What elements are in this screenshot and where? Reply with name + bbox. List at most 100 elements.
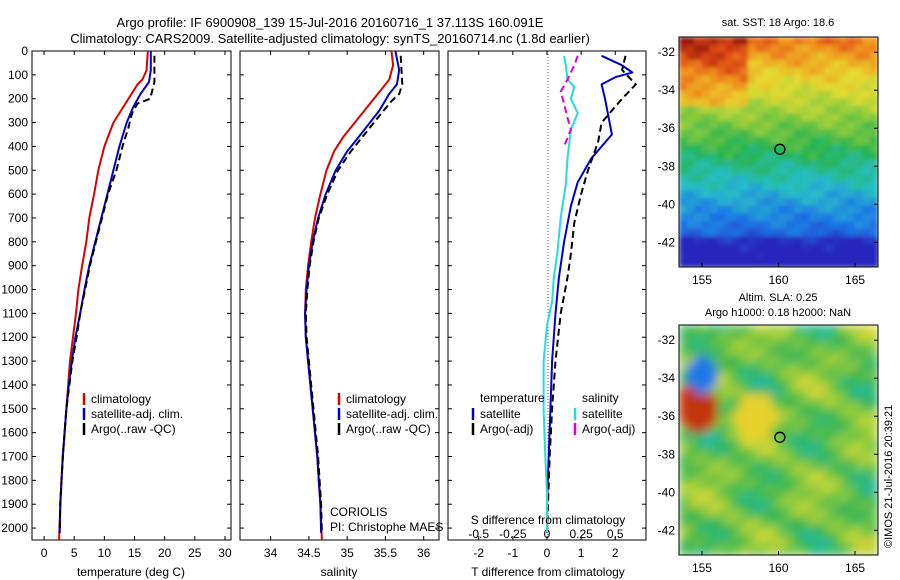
- map-cell: [809, 182, 818, 191]
- map-cell: [732, 340, 741, 349]
- map-cell: [801, 539, 810, 548]
- map-cell: [855, 432, 864, 441]
- map-cell: [747, 213, 757, 222]
- map-cell: [747, 424, 757, 433]
- y-tick-label: 400: [8, 139, 28, 153]
- map-cell: [824, 470, 833, 479]
- map-cell: [855, 463, 864, 472]
- map-cell: [778, 136, 787, 145]
- difference-panel: -2 -1 0 1 2 -0.5 -0.25 0 0.25 0.5 S difference f…: [447, 50, 647, 579]
- map-cell: [740, 378, 749, 387]
- map-cell: [747, 432, 757, 441]
- map-cell: [740, 409, 749, 418]
- map-cell: [786, 394, 795, 403]
- map-cell: [686, 190, 695, 199]
- lon-tick-label: 160: [768, 561, 788, 575]
- map-cell: [824, 75, 833, 84]
- map-cell: [702, 259, 711, 267]
- map-cell: [702, 90, 711, 99]
- map-cell: [824, 244, 833, 253]
- map-cell: [778, 539, 787, 548]
- map-cell: [679, 532, 688, 541]
- map-cell: [724, 159, 734, 168]
- lon-tick-label: 155: [692, 561, 712, 575]
- map-cell: [824, 378, 833, 387]
- map-cell: [824, 539, 833, 548]
- map-cell: [747, 509, 757, 518]
- map-cell: [870, 259, 878, 267]
- map-cell: [732, 516, 741, 525]
- map-cell: [786, 244, 795, 253]
- map-cell: [839, 409, 848, 418]
- salinity-xlabel: salinity: [321, 565, 358, 579]
- map-cell: [824, 167, 833, 176]
- map-cell: [732, 228, 741, 237]
- map-cell: [747, 152, 757, 161]
- map-cell: [717, 386, 726, 395]
- map-cell: [786, 205, 795, 214]
- map-cell: [770, 213, 780, 222]
- map-cell: [686, 60, 695, 69]
- difference-axes-frame: [447, 50, 647, 541]
- map-cell: [724, 440, 734, 449]
- map-cell: [855, 159, 864, 168]
- map-cell: [694, 509, 703, 518]
- map-cell: [832, 355, 841, 364]
- map-cell: [839, 228, 848, 237]
- map-cell: [793, 432, 803, 441]
- map-cell: [724, 539, 734, 548]
- map-cell: [732, 60, 741, 69]
- legend-label-s-argo: Argo(-adj): [582, 422, 635, 436]
- map-cell: [709, 60, 718, 69]
- map-cell: [832, 532, 841, 541]
- map-cell: [686, 478, 695, 487]
- map-cell: [801, 136, 810, 145]
- map-cell: [770, 60, 780, 69]
- series-line-argo-raw-qc: [58, 55, 156, 533]
- map-cell: [832, 509, 841, 518]
- map-cell: [847, 378, 856, 387]
- s-difference-label: S difference from climatology: [471, 513, 626, 527]
- map-cell: [702, 447, 711, 456]
- map-cell: [793, 259, 803, 267]
- map-cell: [824, 371, 833, 380]
- sla-map-title-line1: Altim. SLA: 0.25: [739, 292, 818, 304]
- y-tick-label: 800: [8, 235, 28, 249]
- map-cell: [870, 152, 878, 161]
- map-cell: [778, 182, 787, 191]
- map-cell: [732, 493, 741, 502]
- lat-tick-label: -40: [658, 197, 676, 211]
- map-cell: [778, 409, 787, 418]
- map-cell: [793, 113, 803, 122]
- map-cell: [839, 470, 848, 479]
- map-cell: [755, 106, 764, 115]
- map-cell: [755, 493, 764, 502]
- map-cell: [801, 159, 810, 168]
- map-cell: [809, 121, 818, 130]
- map-cell: [778, 98, 787, 107]
- map-cell: [717, 129, 726, 138]
- map-cell: [724, 175, 734, 184]
- map-cell: [679, 190, 688, 199]
- map-cell: [832, 83, 841, 92]
- map-cell: [724, 259, 734, 267]
- y-tick-label: 600: [8, 187, 28, 201]
- map-cell: [778, 455, 787, 464]
- map-cell: [778, 113, 787, 122]
- map-cell: [870, 129, 878, 138]
- map-cell: [778, 463, 787, 472]
- map-cell: [709, 113, 718, 122]
- map-cell: [702, 244, 711, 253]
- map-cell: [747, 386, 757, 395]
- map-cell: [786, 378, 795, 387]
- map-cell: [694, 455, 703, 464]
- map-cell: [755, 486, 764, 495]
- sla-map: Altim. SLA: 0.25 Argo h1000: 0.18 h2000:…: [658, 292, 879, 575]
- map-cell: [839, 37, 848, 46]
- map-cell: [702, 198, 711, 207]
- map-cell: [763, 447, 772, 456]
- map-cell: [717, 463, 726, 472]
- map-cell: [740, 432, 749, 441]
- map-cell: [724, 547, 734, 555]
- map-cell: [755, 198, 764, 207]
